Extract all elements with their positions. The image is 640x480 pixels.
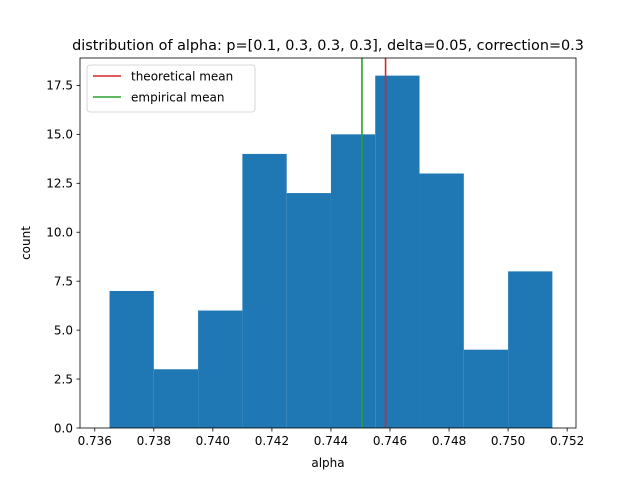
x-tick-label: 0.738 [137,434,171,448]
histogram-bar [375,75,420,428]
y-tick-label: 15.0 [46,128,73,142]
x-tick-label: 0.750 [491,434,525,448]
axes-frame [79,57,577,429]
y-tick-label: 0.0 [54,421,73,435]
histogram-bar [463,349,509,428]
x-axis-label: alpha [311,456,344,470]
y-tick-label: 5.0 [54,323,73,337]
mean-lines [361,58,387,428]
y-axis-ticks: 0.0 2.5 5.0 7.5 10.0 12.5 15.0 17.5 [46,79,80,435]
legend-label: empirical mean [131,90,224,104]
chart-title: distribution of alpha: p=[0.1, 0.3, 0.3,… [72,38,584,54]
y-tick-label: 2.5 [54,372,73,386]
x-tick-label: 0.744 [314,434,348,448]
histogram-bar [330,134,376,428]
x-tick-label: 0.748 [432,434,466,448]
histogram-bar [508,271,553,428]
y-axis-label: count [19,226,33,260]
histogram-bar [419,173,464,428]
legend-box [86,64,256,113]
histogram-bar [109,290,154,428]
x-tick-label: 0.742 [255,434,289,448]
legend-entries: theoretical mean empirical mean [93,69,233,104]
histogram-bar [286,193,331,428]
histogram-bars [109,75,553,429]
histogram-bar [153,369,199,428]
legend: theoretical mean empirical mean [86,64,256,113]
x-axis-ticks: 0.736 0.738 0.740 0.742 0.744 0.746 0.748 0.750… [78,428,584,448]
y-tick-label: 10.0 [46,226,73,240]
y-tick-label: 17.5 [46,79,73,93]
x-tick-label: 0.736 [78,434,112,448]
x-tick-label: 0.740 [196,434,230,448]
y-tick-label: 7.5 [54,274,73,288]
x-tick-label: 0.746 [373,434,407,448]
histogram-bar [242,153,287,429]
x-tick-label: 0.752 [550,434,584,448]
y-tick-label: 12.5 [46,177,73,191]
histogram-bar [198,310,243,428]
legend-label: theoretical mean [131,69,233,83]
